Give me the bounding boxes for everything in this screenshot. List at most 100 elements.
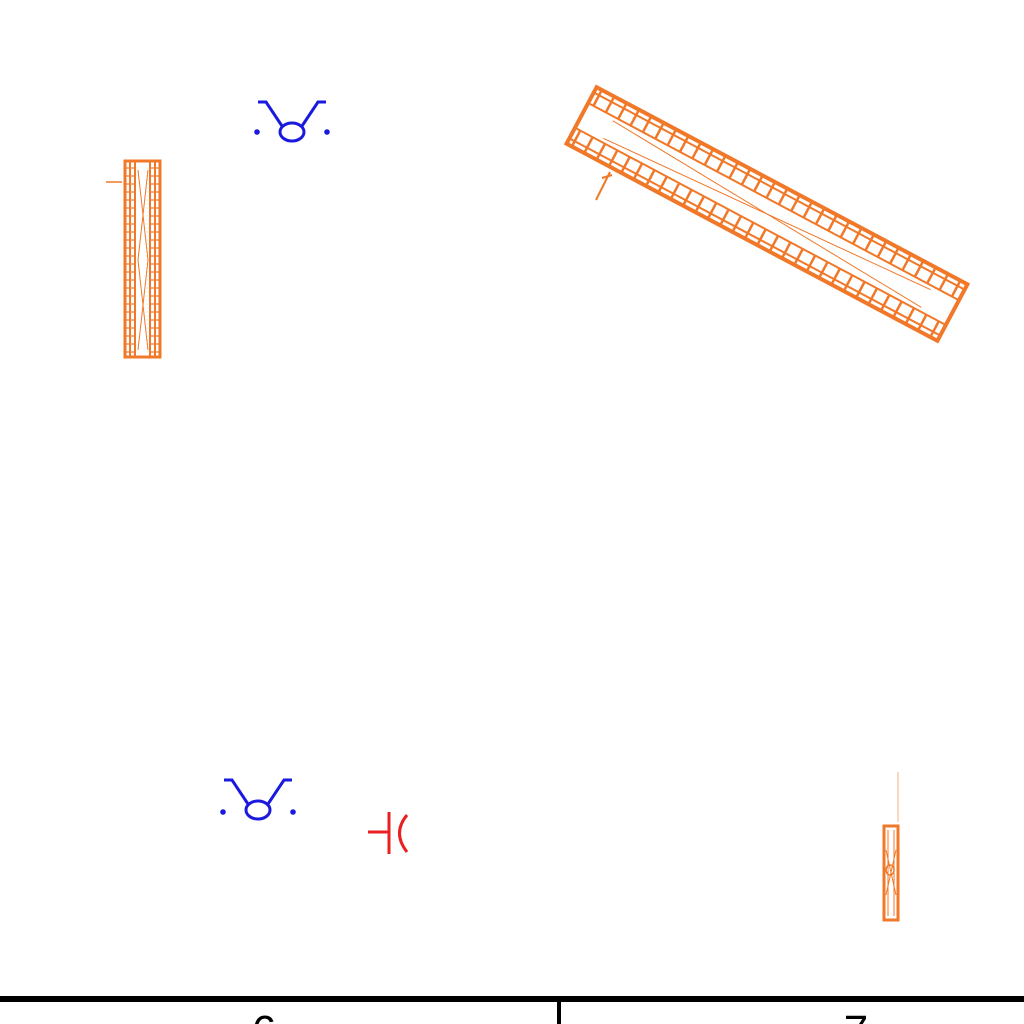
- tray-rung: [696, 141, 702, 149]
- tray-rung: [746, 168, 752, 175]
- tray-rung: [839, 226, 848, 238]
- tray-rung: [851, 232, 860, 245]
- tray-rung: [820, 261, 829, 274]
- tray-rung: [919, 314, 928, 326]
- tray-rung: [771, 235, 780, 247]
- light-fixture-symbol-bottom: [220, 778, 296, 821]
- tray-rung: [746, 222, 755, 234]
- tray-rung: [855, 291, 861, 299]
- tray-rung: [620, 166, 626, 174]
- tray-rung: [641, 120, 650, 133]
- tray-rung: [753, 180, 761, 192]
- tray-rung: [780, 252, 786, 259]
- tray-rung: [795, 194, 801, 202]
- tray-rung: [610, 95, 616, 103]
- outlet-symbol: [368, 812, 409, 854]
- tray-rung: [929, 331, 935, 338]
- tray-rung: [694, 206, 700, 213]
- tray-rung: [907, 253, 913, 261]
- tray-rung: [790, 199, 798, 212]
- tray-rung: [728, 166, 737, 179]
- tray-rung: [715, 160, 724, 173]
- tray-rung: [938, 278, 947, 291]
- tray-rung: [830, 278, 836, 286]
- tray-rung: [604, 101, 613, 114]
- tray-rung: [956, 279, 962, 287]
- border-zone-label-6: 6: [252, 1007, 276, 1024]
- border-zone-label-7: 7: [844, 1007, 868, 1024]
- tray-rung: [659, 122, 665, 129]
- light-fixture-symbol-top: [254, 100, 330, 143]
- tray-rung: [777, 193, 786, 206]
- tray-rung: [808, 201, 814, 208]
- tray-rung: [647, 115, 653, 123]
- tray-rung: [682, 199, 688, 207]
- tray-rung: [919, 260, 925, 267]
- tray-rung: [802, 206, 811, 219]
- tray-rung: [721, 155, 727, 162]
- tray-rung: [635, 162, 644, 175]
- tray-rung: [669, 193, 675, 200]
- tray-rung: [672, 128, 678, 136]
- tray-rung: [644, 180, 650, 187]
- tray-rung: [607, 160, 613, 167]
- tray-rung: [758, 174, 764, 182]
- tray-rung: [660, 176, 668, 188]
- tray-rung: [709, 202, 718, 215]
- tray-rung: [719, 219, 725, 226]
- tray-rung: [833, 268, 841, 280]
- tray-rung: [944, 273, 950, 280]
- tray-rung: [793, 258, 799, 266]
- tray-rung: [672, 182, 681, 195]
- tray-rung: [783, 187, 789, 195]
- tray-rung: [904, 318, 910, 325]
- tray-rung: [867, 298, 873, 305]
- tray-rung: [758, 228, 767, 241]
- tray-rung: [678, 140, 687, 153]
- tray-rung: [756, 239, 762, 246]
- diagonal-cable-tray: [563, 84, 971, 344]
- tray-rung: [892, 311, 898, 318]
- tray-rung: [635, 109, 641, 116]
- tray-rung: [808, 254, 817, 267]
- tray-leader-arrow: [601, 174, 613, 179]
- tray-rung: [654, 127, 662, 140]
- tray-rung: [598, 143, 607, 155]
- tray-rung: [768, 245, 774, 253]
- tray-rung: [796, 248, 804, 261]
- tray-rung: [926, 272, 934, 284]
- tray-rung: [876, 245, 885, 258]
- tray-rung: [585, 136, 594, 149]
- tray-rung: [657, 186, 663, 194]
- tray-rung: [709, 148, 715, 156]
- tray-rung: [629, 114, 638, 127]
- tray-rung: [666, 134, 675, 146]
- tray-rung: [597, 89, 604, 96]
- tray-rung: [684, 135, 690, 142]
- tray-rung: [733, 161, 739, 169]
- tray-rung: [721, 208, 730, 221]
- tray-rung: [894, 300, 903, 313]
- tray-rung: [950, 285, 959, 298]
- vertical-cable-tray: [106, 159, 162, 359]
- tray-rung: [617, 107, 625, 120]
- tray-rung: [805, 265, 811, 272]
- tray-rung: [691, 147, 700, 160]
- tray-rung: [857, 227, 863, 234]
- tray-rung: [684, 189, 693, 201]
- tray-rung: [820, 207, 826, 215]
- tray-rung: [647, 169, 656, 182]
- tray-rung: [734, 215, 743, 228]
- tray-rung: [864, 239, 873, 252]
- tray-rung: [814, 212, 823, 225]
- tray-rung: [832, 214, 838, 221]
- tray-rung: [916, 324, 922, 332]
- tray-rung: [901, 258, 910, 271]
- tray-rung: [622, 102, 628, 110]
- tray-rung: [879, 304, 885, 312]
- tray-rung: [573, 130, 582, 142]
- tray-rung: [740, 173, 749, 186]
- tray-rung: [765, 186, 774, 199]
- tray-rung: [595, 153, 601, 161]
